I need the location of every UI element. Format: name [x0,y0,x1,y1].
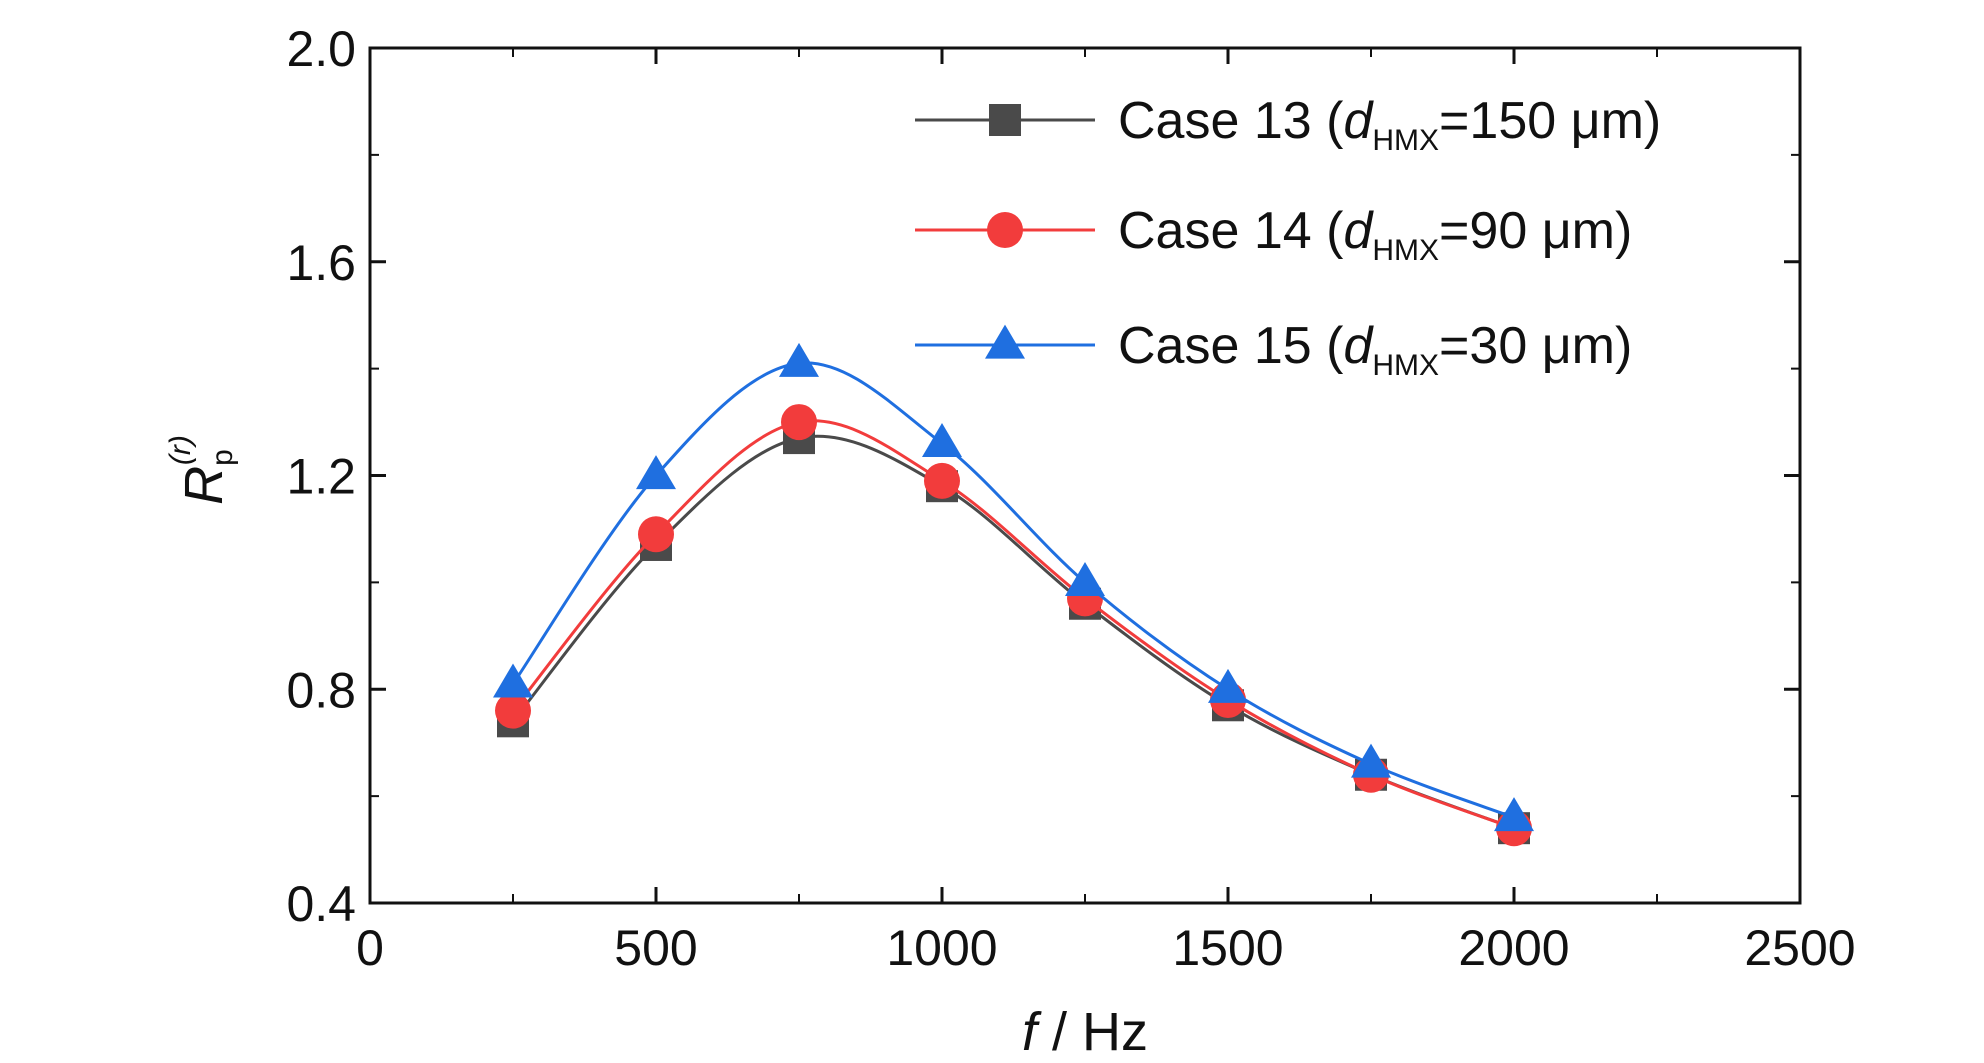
x-axis-ticks: 0 500 1000 1500 2000 2500 [356,48,1856,976]
y-tick-label: 2.0 [286,21,356,77]
y-tick-label: 0.4 [286,876,356,932]
y-axis-ticks: 0.4 0.8 1.2 1.6 2.0 [286,21,1800,932]
data-point-triangle [493,663,533,698]
series-triangle [493,342,1534,832]
y-tick-label: 0.8 [286,662,356,718]
legend-item: Case 13 (dHMX=150 μm) [915,92,1661,157]
data-point-triangle [1208,668,1248,703]
legend-marker-triangle [985,324,1025,359]
y-axis-variable: R [174,466,234,505]
x-axis-unit: / Hz [1037,1002,1148,1062]
y-axis-label: Rp (r) [164,435,239,505]
legend-item: Case 14 (dHMX=90 μm) [915,202,1632,267]
data-point-triangle [1065,561,1105,596]
x-axis-label: f / Hz [1022,1002,1148,1062]
data-point-circle [924,462,960,499]
data-point-circle [781,404,817,441]
legend-item: Case 15 (dHMX=30 μm) [915,317,1632,382]
y-tick-label: 1.2 [286,449,356,505]
data-point-circle [495,692,531,729]
legend-label: Case 15 (dHMX=30 μm) [1118,317,1632,382]
legend-label: Case 13 (dHMX=150 μm) [1118,92,1661,157]
data-point-triangle [636,455,676,490]
x-tick-label: 1000 [886,920,997,976]
plot-frame [368,46,1802,905]
x-tick-label: 500 [614,920,697,976]
y-axis-superscript: (r) [164,435,197,465]
legend-marker-square [989,104,1021,136]
data-point-triangle [1494,797,1534,832]
legend-marker-circle [987,212,1023,248]
data-point-circle [638,516,674,553]
x-tick-label: 2500 [1744,920,1855,976]
y-tick-label: 1.6 [286,235,356,291]
series-line [511,361,1515,819]
x-tick-label: 0 [356,920,384,976]
x-tick-label: 2000 [1458,920,1569,976]
x-axis-variable: f [1022,1002,1042,1062]
data-point-triangle [1351,743,1391,778]
x-tick-label: 1500 [1172,920,1283,976]
legend-label: Case 14 (dHMX=90 μm) [1118,202,1632,267]
series-layer [493,342,1534,847]
legend: Case 13 (dHMX=150 μm) Case 14 (dHMX=90 μm… [915,92,1661,382]
y-axis-subscript: p [206,449,239,466]
data-point-triangle [779,342,819,377]
data-point-triangle [922,423,962,458]
